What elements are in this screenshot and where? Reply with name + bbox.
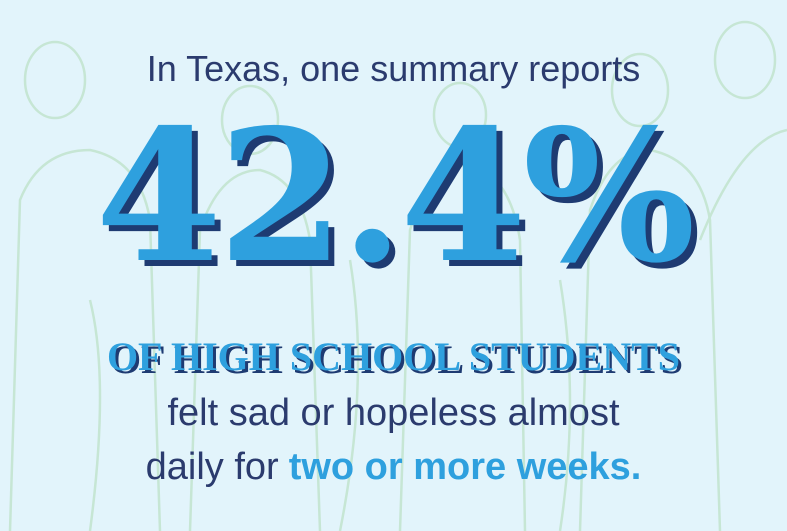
body-text-emphasis: two or more weeks. [288, 446, 642, 488]
body-text: felt sad or hopeless almost [167, 392, 620, 434]
body-text-prefix: daily for [145, 446, 279, 488]
subject-text: OF HIGH SCHOOL STUDENTS [106, 334, 681, 379]
intro-text: In Texas, one summary reports [146, 48, 641, 89]
body-text: daily for two or more weeks. [0, 446, 787, 489]
headline-statistic: 42.4% [95, 89, 695, 303]
